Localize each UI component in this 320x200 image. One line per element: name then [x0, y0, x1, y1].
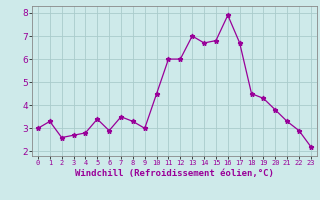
X-axis label: Windchill (Refroidissement éolien,°C): Windchill (Refroidissement éolien,°C)	[75, 169, 274, 178]
